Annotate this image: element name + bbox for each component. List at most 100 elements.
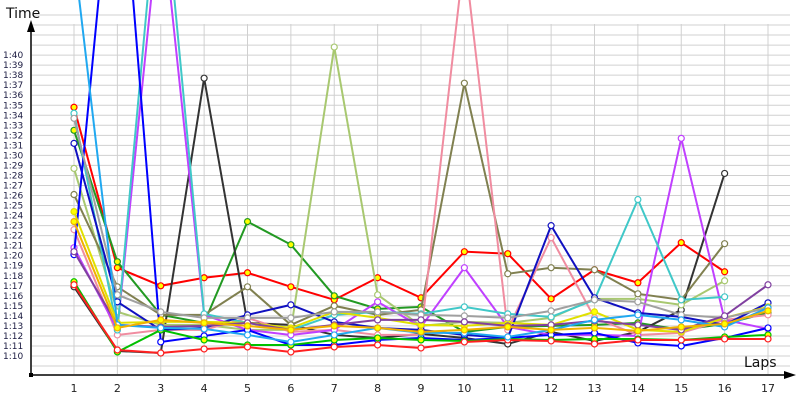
- data-point: [157, 308, 165, 316]
- x-tick-labels: 1 2 3 4 5 6 7 8 9 10 11 12 13 14 15 16 17: [71, 382, 776, 395]
- data-point: [417, 316, 425, 324]
- data-point: [590, 324, 599, 332]
- y-tick-label: 1:36: [3, 91, 23, 101]
- data-point: [764, 307, 772, 315]
- data-point: [287, 326, 295, 334]
- series-line: [73, 77, 726, 355]
- data-point: [721, 169, 729, 178]
- x-tick-label: 12: [544, 382, 558, 395]
- data-point: [721, 277, 729, 285]
- data-point: [460, 318, 468, 326]
- data-point: [677, 316, 685, 324]
- data-point: [504, 270, 512, 278]
- series-4: [70, 79, 729, 329]
- data-point: [721, 335, 729, 343]
- y-tick-label: 1:32: [3, 131, 23, 141]
- y-axis-arrow-icon: [27, 20, 35, 32]
- x-tick-label: 10: [457, 382, 471, 395]
- data-point: [200, 319, 208, 327]
- data-point: [417, 328, 425, 336]
- y-tick-label: 1:11: [3, 342, 23, 352]
- data-point: [330, 43, 338, 51]
- data-point: [547, 264, 555, 272]
- data-point: [721, 293, 729, 301]
- data-point: [634, 195, 642, 204]
- data-point: [590, 308, 599, 316]
- data-point: [330, 331, 338, 339]
- data-point: [634, 290, 642, 298]
- data-point: [677, 296, 685, 304]
- y-tick-label: 1:27: [3, 181, 23, 191]
- data-point: [590, 316, 599, 324]
- data-point: [330, 302, 338, 310]
- data-point: [504, 250, 512, 258]
- data-point: [287, 241, 295, 249]
- data-point: [374, 324, 382, 332]
- y-tick-label: 1:37: [3, 81, 23, 91]
- data-point: [677, 336, 685, 344]
- data-point: [374, 341, 382, 349]
- data-point: [287, 301, 295, 309]
- y-tick-label: 1:22: [3, 232, 23, 242]
- data-point: [330, 292, 338, 300]
- data-point: [374, 334, 382, 342]
- data-point: [70, 207, 78, 216]
- data-point: [287, 338, 295, 346]
- y-tick-label: 1:39: [3, 61, 23, 71]
- data-point: [243, 269, 252, 277]
- data-point: [113, 291, 121, 299]
- x-tick-label: 8: [374, 382, 381, 395]
- x-tick-label: 6: [287, 382, 294, 395]
- y-tick-label: 1:40: [3, 51, 23, 61]
- series-13: [70, 114, 772, 322]
- y-tick-label: 1:30: [3, 151, 23, 161]
- data-point: [243, 331, 252, 339]
- data-point: [374, 316, 382, 324]
- data-point: [590, 340, 599, 348]
- y-tick-label: 1:26: [3, 192, 23, 202]
- data-point: [504, 314, 512, 322]
- x-tick-label: 3: [157, 382, 164, 395]
- origin-marker: [29, 373, 33, 377]
- data-point: [547, 295, 555, 303]
- data-point: [764, 335, 772, 343]
- data-point: [243, 283, 252, 291]
- data-point: [547, 307, 555, 315]
- data-point: [157, 338, 165, 346]
- x-axis-label: Laps: [744, 355, 777, 371]
- data-point: [677, 342, 685, 350]
- series-16: [70, 217, 772, 336]
- data-point: [721, 320, 729, 328]
- y-tick-label: 1:14: [3, 312, 23, 322]
- data-point: [634, 298, 642, 306]
- data-point: [200, 336, 208, 344]
- x-tick-label: 9: [418, 382, 425, 395]
- y-tick-label: 1:24: [3, 212, 23, 222]
- y-tick-label: 1:10: [3, 352, 23, 362]
- data-point: [243, 322, 252, 330]
- y-tick-label: 1:13: [3, 322, 23, 332]
- y-tick-label: 1:34: [3, 111, 23, 121]
- data-point: [200, 74, 208, 82]
- y-tick-label: 1:16: [3, 292, 23, 302]
- data-point: [721, 240, 729, 248]
- y-tick-label: 1:23: [3, 222, 23, 232]
- y-tick-label: 1:31: [3, 141, 23, 151]
- series-7: [70, 0, 729, 334]
- data-point: [634, 311, 642, 319]
- data-point: [504, 333, 512, 341]
- y-tick-label: 1:18: [3, 272, 23, 282]
- y-tick-label: 1:28: [3, 171, 23, 181]
- data-point: [157, 349, 165, 357]
- data-point: [243, 217, 252, 226]
- y-tick-label: 1:15: [3, 302, 23, 312]
- data-point: [721, 312, 729, 320]
- data-point: [157, 324, 165, 332]
- y-tick-label: 1:29: [3, 161, 23, 171]
- x-axis-arrow-icon: [784, 371, 796, 379]
- data-point: [547, 222, 555, 230]
- data-point: [70, 248, 78, 256]
- data-point: [157, 282, 165, 290]
- x-tick-label: 13: [588, 382, 602, 395]
